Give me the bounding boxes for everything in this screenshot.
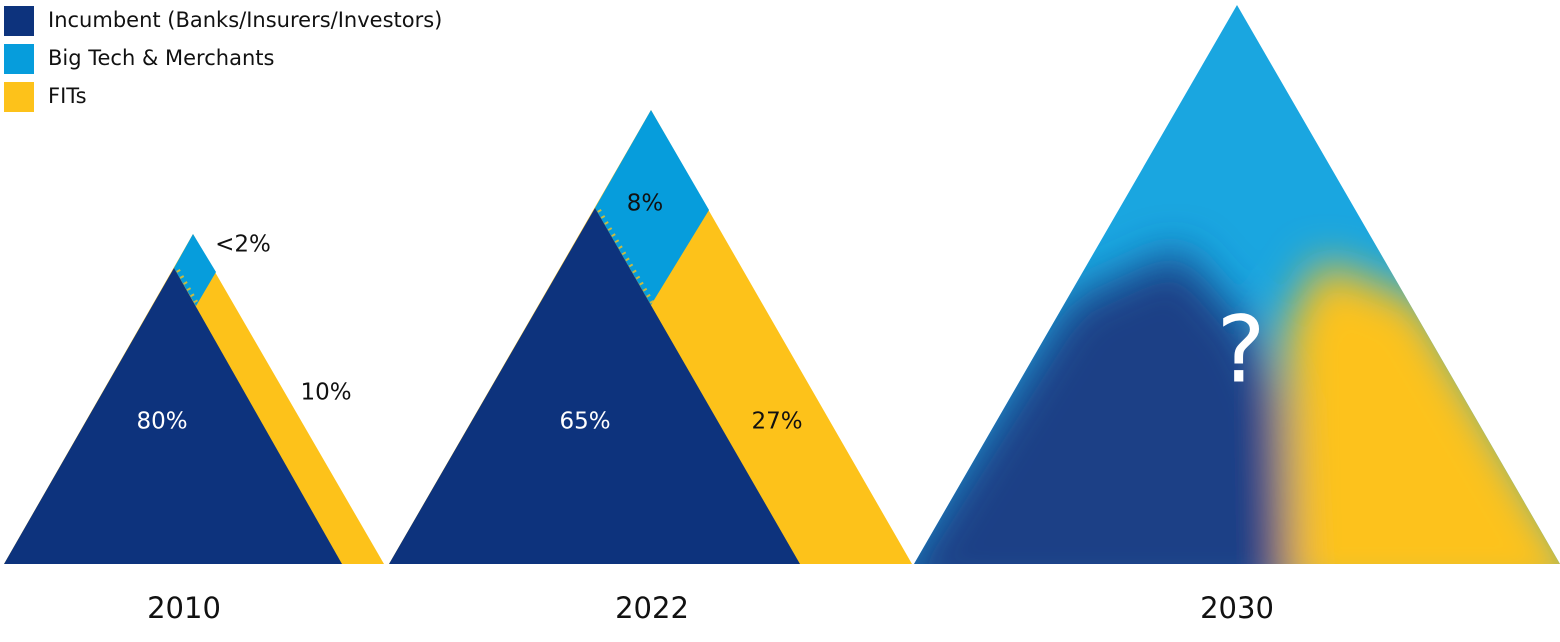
year-label: 2010 [147,591,221,625]
legend-swatch [4,44,34,74]
triangle-2022 [389,110,912,564]
share-label: <2% [215,232,271,258]
legend-swatch [4,82,34,112]
legend-label: Big Tech & Merchants [48,46,274,70]
share-label: 65% [559,409,610,435]
share-label: 27% [751,409,802,435]
triangle-2010 [4,234,384,564]
question-mark: ? [1217,296,1266,403]
share-label: 10% [300,380,351,406]
legend-swatch [4,6,34,36]
year-label: 2030 [1200,591,1274,625]
share-label: 80% [136,409,187,435]
legend-label: FITs [48,84,87,108]
year-label: 2022 [615,591,689,625]
legend-label: Incumbent (Banks/Insurers/Investors) [48,8,442,32]
share-label: 8% [627,191,664,217]
